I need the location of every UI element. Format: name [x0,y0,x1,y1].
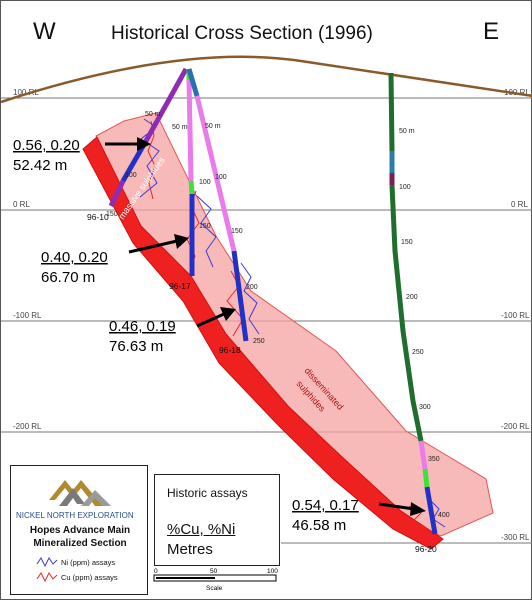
legend-panel: NICKEL NORTH EXPLORATION Hopes Advance M… [10,465,148,595]
intercept-length: 52.42 m [13,157,67,174]
depth-label: 250 [253,338,265,345]
scale-tick-label: 100 [267,568,278,575]
hole-id-label: 96-18 [219,345,241,355]
intercept-length: 76.63 m [109,338,163,355]
drillhole-trace [188,180,195,195]
depth-label: 250 [412,349,424,356]
rl-label-right: -200 RL [501,422,530,431]
intercept-length: 46.58 m [292,517,346,534]
depth-label: 200 [246,284,258,291]
note-title: Historic assays [167,486,248,500]
ni-legend-swatch [36,557,58,568]
drillhole-trace [389,184,424,442]
cu-assay-trace [147,120,156,200]
scale-tick-label: 50 [210,568,218,575]
depth-label: 50 m [172,124,188,131]
intercept-grade: 0.46, 0.19 [109,318,176,335]
topographic-surface [1,55,532,104]
drillhole-trace [418,440,428,470]
ni-assay-trace [196,195,217,268]
drillhole-96-20 [388,72,438,535]
ni-assay-trace [240,262,260,335]
intercept-grade: 0.40, 0.20 [41,249,108,266]
massive-sulphide-zone [82,136,444,550]
drillhole-96-18 [186,68,249,342]
callout-arrow [378,502,415,511]
company-name: NICKEL NORTH EXPLORATION [16,511,134,520]
scale-caption: Scale [206,585,223,592]
note-length-unit: Metres [167,541,213,558]
scale-bar-segment [156,577,215,579]
depth-label: 350 [428,456,440,463]
depth-label: 150 [231,228,243,235]
arrowhead-icon [220,307,236,321]
depth-label: 100 [125,172,137,179]
rl-label-left: -100 RL [13,311,42,320]
drillhole-trace [422,468,430,488]
legend-graphics: NICKEL NORTH EXPLORATION Hopes Advance M… [16,480,134,583]
cu-legend-swatch [36,572,58,583]
east-direction-label: E [483,18,499,45]
arrowhead-icon [137,137,151,151]
depth-label: 200 [406,294,418,301]
rl-label-left: -200 RL [13,422,42,431]
drillhole-trace [186,78,194,182]
hole-id-label: 96-17 [169,281,191,291]
depth-label: 50 m [399,128,415,135]
depth-label: 100 [199,179,211,186]
rl-label-left: 0 RL [13,200,30,209]
intercept-grade: 0.56, 0.20 [13,137,80,154]
assay-units-note: Historic assays %Cu, %Ni Metres [154,474,280,566]
rl-label-right: -300 RL [501,533,530,542]
rl-label-left: 100 RL [13,88,39,97]
depth-label: 150 [199,223,211,230]
hole-id-label: 96-10 [87,212,109,222]
depth-label: 150 [401,239,413,246]
depth-label: 50 m [205,123,221,130]
rl-label-right: 0 RL [511,200,528,209]
cu-legend-label: Cu (ppm) assays [61,573,118,582]
west-direction-label: W [33,18,56,45]
drillhole-trace [388,72,395,152]
depth-label: 100 [399,184,411,191]
ni-assay-trace [428,498,446,528]
arrowhead-icon [410,502,426,516]
section-name-line1: Hopes Advance Main [30,525,130,536]
arrowhead-icon [174,234,189,249]
drillhole-trace [143,67,189,143]
rl-label-right: -100 RL [501,311,530,320]
depth-label: 50 m [145,111,161,118]
drillhole-trace [108,179,126,208]
drillhole-trace [194,95,237,252]
intercept-segment [424,486,438,535]
hole-id-label: 96-20 [415,544,437,554]
depth-label: 400 [438,512,450,519]
callout-arrow [196,312,225,328]
company-logo-icon [49,480,111,506]
scale-bar: 0 50 100 Scale [153,568,278,592]
scale-tick-label: 0 [154,568,158,575]
note-units: %Cu, %Ni [167,521,236,538]
intercept-grade: 0.54, 0.17 [292,497,359,514]
drillhole-trace [186,68,200,97]
section-title: Historical Cross Section (1996) [111,23,373,44]
depth-label: 150 [106,211,118,218]
section-name-line2: Mineralized Section [33,538,126,549]
depth-label: 100 [215,174,227,181]
intercept-length: 66.70 m [41,269,95,286]
callout-arrow [128,239,178,254]
depth-label: 300 [419,404,431,411]
intercept-segment [231,250,249,342]
ni-legend-label: Ni (ppm) assays [61,558,115,567]
